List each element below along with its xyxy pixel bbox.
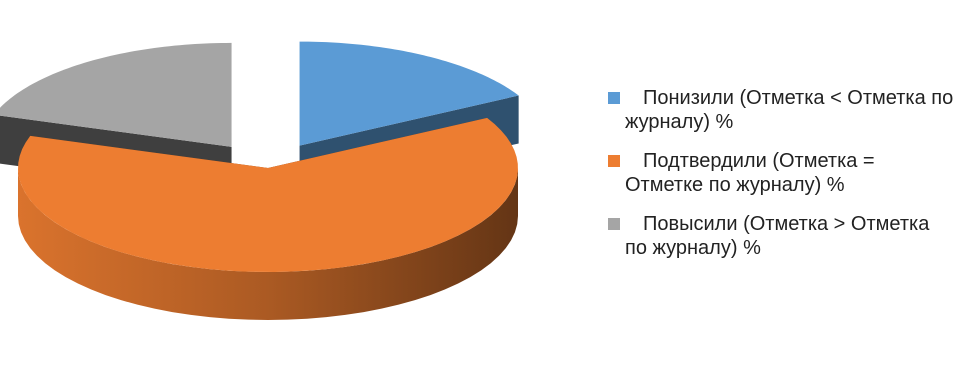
legend-swatch-confirmed xyxy=(608,155,620,167)
legend-label-increased: Повысили (Отметка > Отметка по журналу) … xyxy=(625,213,930,259)
legend-label-decreased: Понизили (Отметка < Отметка по журналу) … xyxy=(625,87,954,133)
legend-label-confirmed: Подтвердили (Отметка = Отметке по журнал… xyxy=(625,150,875,196)
legend-swatch-decreased xyxy=(608,92,620,104)
pie-chart-svg xyxy=(0,41,519,320)
pie-slice-increased-top xyxy=(0,42,232,147)
legend-item-decreased: Понизили (Отметка < Отметка по журналу) … xyxy=(606,86,956,134)
pie-slice-confirmed-top xyxy=(18,117,518,272)
pie-slice-confirmed xyxy=(18,117,518,320)
pie-chart xyxy=(0,41,519,320)
legend-swatch-increased xyxy=(608,218,620,230)
pie-slice-confirmed-wall xyxy=(18,168,518,320)
pie-slice-decreased-top xyxy=(299,41,519,146)
chart-legend: Понизили (Отметка < Отметка по журналу) … xyxy=(606,86,956,275)
legend-item-increased: Повысили (Отметка > Отметка по журналу) … xyxy=(606,212,956,260)
legend-item-confirmed: Подтвердили (Отметка = Отметке по журнал… xyxy=(606,149,956,197)
